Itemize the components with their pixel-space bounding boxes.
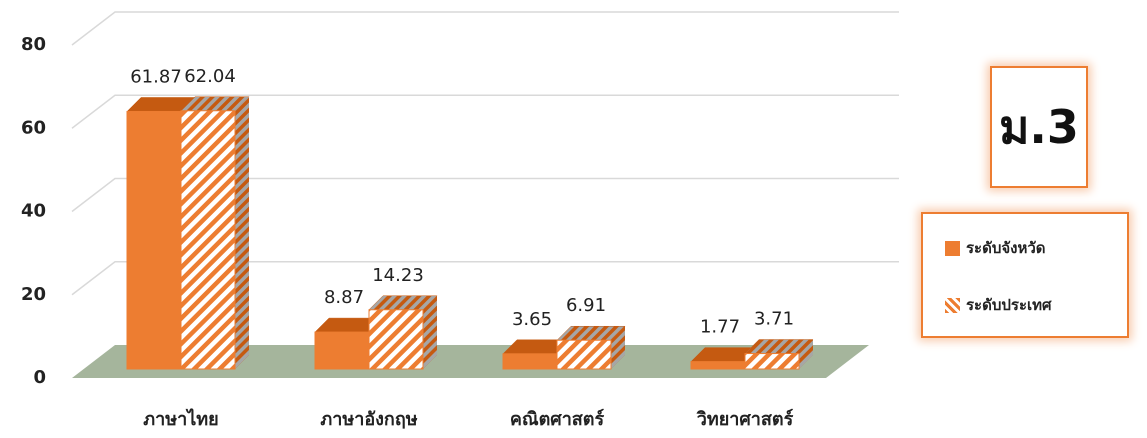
bar-side xyxy=(799,339,813,369)
legend-item: ระดับประเทศ xyxy=(945,293,1052,317)
x-tick-label: ภาษาไทย xyxy=(143,408,218,430)
data-label: 14.23 xyxy=(372,265,424,286)
bar xyxy=(368,295,438,370)
floor xyxy=(72,345,869,378)
data-label: 1.77 xyxy=(700,317,740,338)
bar-front xyxy=(744,353,800,370)
grid-line xyxy=(71,94,899,129)
grid-line xyxy=(71,261,899,296)
legend-item: ระดับจังหวัด xyxy=(945,236,1046,260)
bar-front xyxy=(556,339,612,370)
bar xyxy=(556,325,626,370)
legend: ระดับจังหวัดระดับประเทศ xyxy=(921,212,1129,338)
data-label: 62.04 xyxy=(184,66,236,87)
data-label: 3.71 xyxy=(754,309,794,330)
data-label: 61.87 xyxy=(130,66,182,87)
grid-line xyxy=(71,177,899,213)
bar xyxy=(180,96,250,370)
bar-front xyxy=(180,110,236,370)
legend-label: ระดับจังหวัด xyxy=(966,239,1046,257)
grade-badge: ม.3 xyxy=(990,66,1088,188)
bar-side xyxy=(611,326,625,369)
y-tick-label: 0 xyxy=(33,367,46,388)
chart: 0 20 40 60 80 ภาษาไทย 61.87 62.04 ภาษาอังกฤษ 8.87… xyxy=(21,11,899,430)
bar-front xyxy=(126,110,182,370)
x-tick-label: วิทยาศาสตร์ xyxy=(696,408,794,430)
legend-swatch xyxy=(945,297,960,313)
data-label: 3.65 xyxy=(512,309,552,330)
bar xyxy=(744,339,814,370)
data-label: 8.87 xyxy=(324,287,364,308)
legend-label: ระดับประเทศ xyxy=(966,296,1052,314)
bar-front xyxy=(690,361,746,370)
bar-front xyxy=(314,331,370,370)
data-label: 6.91 xyxy=(566,295,606,316)
bar-front xyxy=(502,353,558,370)
bar-side xyxy=(235,96,249,370)
y-tick-label: 20 xyxy=(21,284,46,305)
x-tick-label: ภาษาอังกฤษ xyxy=(320,409,417,430)
x-tick-label: คณิตศาสตร์ xyxy=(510,408,605,430)
y-tick-label: 80 xyxy=(21,34,46,55)
grid-line xyxy=(71,11,899,46)
legend-swatch xyxy=(945,240,960,256)
y-tick-label: 40 xyxy=(21,201,46,222)
bar-side xyxy=(423,295,437,369)
bar-front xyxy=(368,309,424,370)
y-tick-label: 60 xyxy=(21,117,46,138)
